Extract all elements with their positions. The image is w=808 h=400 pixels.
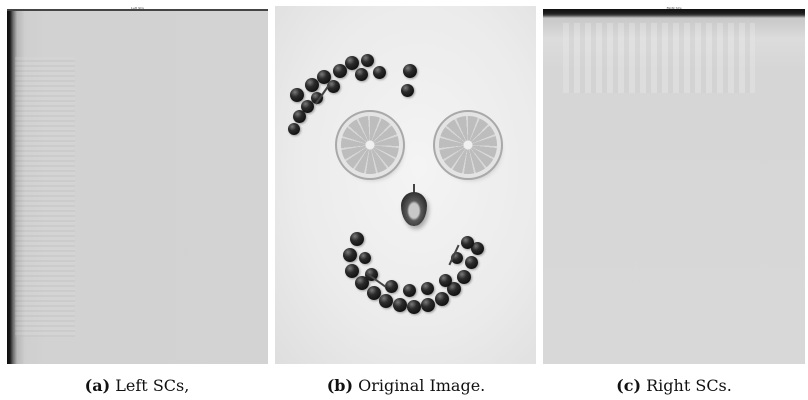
left-seam-carving-visual — [7, 9, 268, 364]
grape — [288, 123, 300, 135]
grape — [461, 236, 474, 249]
grape — [345, 264, 359, 278]
left-panel-tiny-title: Left SCs — [131, 6, 144, 10]
grape — [373, 66, 386, 79]
grape — [407, 300, 421, 314]
grape — [293, 110, 306, 123]
caption-b-text: Original Image. — [358, 376, 486, 395]
grape — [361, 54, 374, 67]
original-image — [275, 6, 536, 364]
grape — [447, 282, 461, 296]
caption-c-text: Right SCs. — [646, 376, 732, 395]
grape — [379, 294, 393, 308]
caption-a: (a) Left SCs, — [85, 376, 190, 395]
grape — [465, 256, 478, 269]
caption-b-tag: (b) — [326, 376, 354, 395]
grape — [457, 270, 471, 284]
grape — [301, 100, 314, 113]
left-seam-carving-image: Left SCs — [7, 6, 268, 364]
grape — [421, 298, 435, 312]
grape — [401, 84, 414, 97]
grape — [305, 78, 319, 92]
caption-c-tag: (c) — [616, 376, 642, 395]
grape — [355, 68, 368, 81]
grape — [345, 56, 359, 70]
caption-a-text: Left SCs, — [115, 376, 190, 395]
grape — [435, 292, 449, 306]
grape — [343, 248, 357, 262]
right-seam-carving-visual — [543, 9, 805, 364]
left-orange-eye — [341, 116, 399, 174]
fruit-smiley-photo — [275, 6, 536, 364]
grape — [317, 70, 331, 84]
grape — [350, 232, 364, 246]
grape — [359, 252, 371, 264]
caption-a-tag: (a) — [84, 376, 111, 395]
grape — [393, 298, 407, 312]
grape — [471, 242, 484, 255]
grape — [333, 64, 347, 78]
right-panel-tiny-title: Right SCs — [666, 6, 682, 10]
grape — [290, 88, 304, 102]
grape — [403, 284, 416, 297]
caption-c: (c) Right SCs. — [616, 376, 732, 395]
right-seam-carving-image: Right SCs — [543, 6, 805, 364]
grape — [439, 274, 452, 287]
grape — [385, 280, 398, 293]
grape — [355, 276, 369, 290]
caption-b: (b) Original Image. — [327, 376, 486, 395]
fig-stem — [413, 184, 415, 194]
right-orange-eye — [439, 116, 497, 174]
grape — [367, 286, 381, 300]
grape — [327, 80, 340, 93]
grape — [403, 64, 417, 78]
fig-nose — [401, 192, 427, 226]
grape — [421, 282, 434, 295]
